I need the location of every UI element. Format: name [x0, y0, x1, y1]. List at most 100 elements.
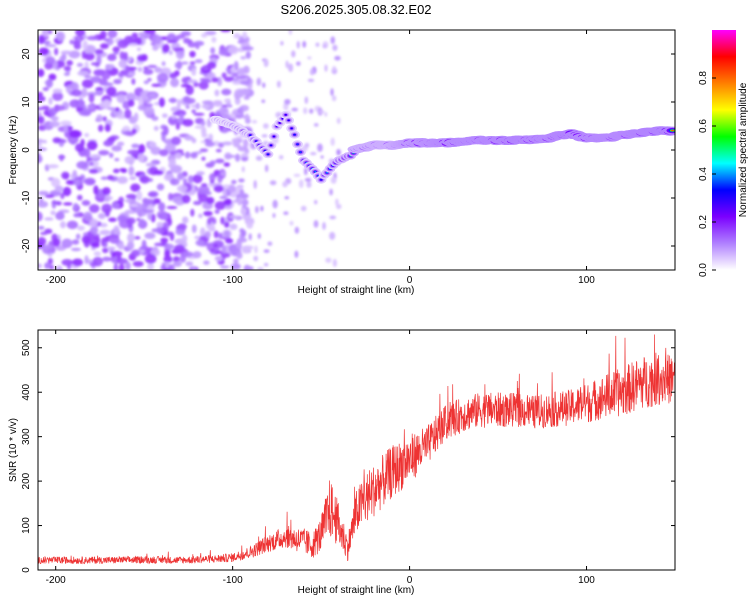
ridge-segment	[284, 114, 287, 116]
noise-blob	[185, 105, 190, 109]
noise-blob	[73, 39, 81, 49]
noise-blob	[251, 119, 258, 124]
noise-blob	[113, 263, 119, 270]
noise-blob	[296, 41, 300, 49]
noise-blob	[38, 68, 45, 78]
noise-blob	[62, 186, 72, 197]
noise-blob	[276, 80, 281, 88]
y-tick-label: 300	[21, 428, 32, 445]
noise-blob	[247, 84, 253, 89]
noise-blob	[144, 253, 157, 264]
snr-line	[38, 334, 675, 565]
noise-blob	[180, 61, 189, 65]
noise-blob	[43, 30, 49, 38]
noise-blob	[63, 124, 69, 133]
ridge-segment	[320, 179, 323, 181]
noise-blob	[193, 82, 199, 88]
noise-blob	[228, 215, 239, 219]
noise-blob	[117, 141, 125, 147]
noise-blob	[224, 98, 230, 104]
noise-blob	[89, 226, 99, 235]
noise-blob	[239, 189, 245, 196]
noise-blob	[200, 120, 206, 127]
ridge-segment	[326, 172, 328, 174]
noise-blob	[56, 31, 66, 42]
snr-panel: -200 -100 0 100 0 100 200 300 400 500 Height of …	[8, 329, 676, 596]
noise-blob	[138, 98, 144, 107]
y-tick-label: 500	[21, 339, 32, 356]
noise-blob	[47, 164, 59, 169]
noise-blob	[231, 179, 237, 185]
noise-blob	[221, 141, 233, 146]
ridge-segment	[281, 118, 284, 120]
noise-blob	[285, 60, 289, 69]
noise-blob	[52, 238, 61, 247]
noise-blob	[209, 222, 215, 231]
noise-blob	[90, 62, 100, 66]
noise-blob	[137, 153, 145, 162]
chart-title: S206.2025.305.08.32.E02	[280, 2, 431, 17]
noise-blob	[177, 223, 187, 230]
noise-blob	[201, 100, 214, 105]
spectrogram-x-ticks: -200 -100 0 100	[46, 30, 595, 286]
colorbar-bar	[712, 30, 736, 270]
noise-blob	[143, 68, 154, 75]
noise-blob	[300, 205, 307, 212]
noise-blob	[38, 143, 43, 147]
ridge-segment	[293, 134, 296, 136]
snr-marks	[38, 334, 675, 565]
noise-blob	[111, 202, 120, 209]
noise-blob	[260, 205, 264, 212]
noise-blob	[153, 170, 164, 175]
noise-blob	[242, 138, 249, 149]
noise-blob	[76, 161, 89, 169]
noise-blob	[60, 50, 72, 55]
noise-blob	[182, 251, 194, 258]
noise-blob	[232, 72, 239, 78]
noise-blob	[288, 63, 294, 73]
noise-blob	[262, 82, 266, 88]
noise-blob	[55, 265, 63, 270]
noise-blob	[87, 104, 94, 110]
noise-blob	[65, 179, 77, 185]
x-tick-label: 0	[407, 575, 413, 586]
noise-blob	[209, 173, 216, 182]
noise-blob	[199, 148, 209, 153]
noise-blob	[168, 97, 178, 103]
noise-blob	[147, 64, 158, 69]
noise-blob	[264, 164, 269, 173]
noise-blob	[38, 107, 45, 111]
noise-blob	[330, 88, 334, 96]
noise-blob	[211, 36, 217, 43]
noise-blob	[143, 106, 155, 117]
noise-blob	[126, 92, 136, 102]
noise-blob	[234, 153, 241, 162]
noise-blob	[63, 202, 73, 206]
noise-blob	[181, 216, 189, 224]
noise-blob	[138, 249, 145, 254]
ridge-segment	[290, 127, 293, 130]
noise-blob	[116, 258, 128, 265]
noise-blob	[107, 136, 117, 142]
noise-blob	[124, 261, 131, 270]
noise-blob	[88, 169, 99, 174]
noise-blob	[176, 49, 185, 60]
noise-blob	[102, 256, 111, 262]
noise-blob	[313, 220, 319, 228]
noise-blob	[128, 166, 135, 176]
noise-blob	[59, 221, 66, 229]
noise-blob	[51, 200, 62, 205]
noise-blob	[211, 77, 219, 83]
noise-blob	[84, 177, 96, 186]
snr-y-axis-label: SNR (10 * v/v)	[8, 418, 19, 482]
ridge-segment	[267, 153, 269, 155]
noise-blob	[143, 80, 150, 85]
noise-blob	[256, 77, 262, 86]
noise-blob	[174, 152, 183, 160]
noise-blob	[66, 60, 74, 66]
noise-blob	[118, 59, 127, 68]
noise-blob	[138, 143, 146, 154]
noise-blob	[81, 79, 94, 89]
noise-blob	[253, 180, 257, 189]
noise-blob	[204, 30, 217, 36]
